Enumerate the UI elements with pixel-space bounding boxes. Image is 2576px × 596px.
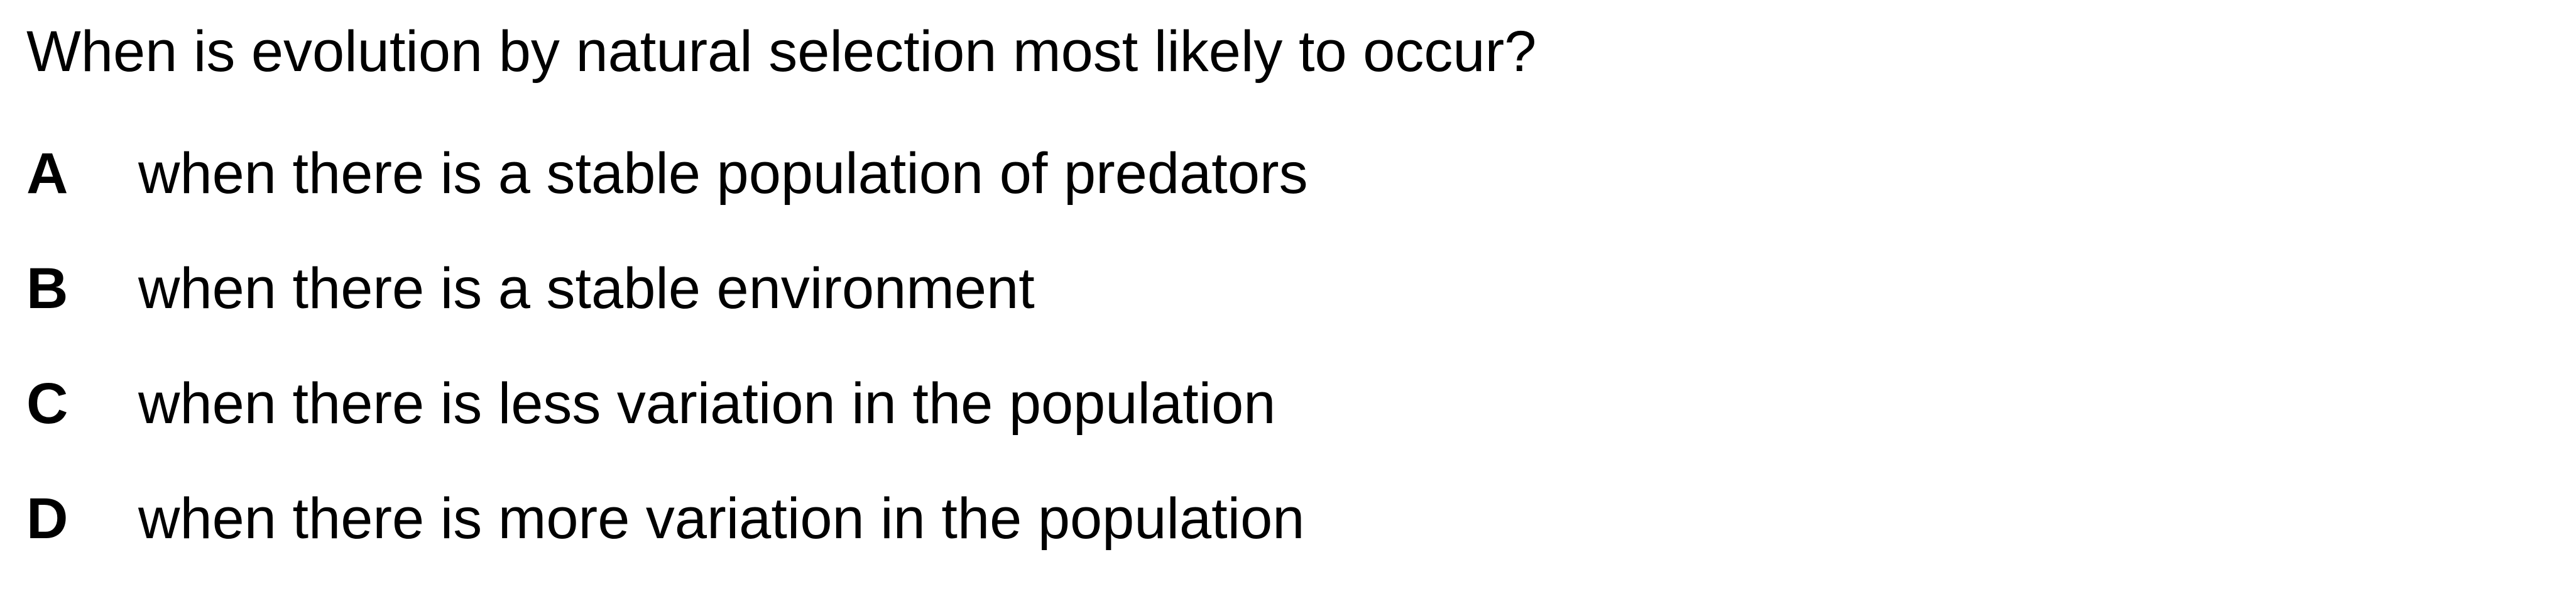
option-letter: A [26, 141, 68, 206]
option-letter: B [26, 257, 68, 321]
option-text: when there is a stable environment [138, 257, 1035, 321]
option-letter: D [26, 487, 68, 551]
option-text: when there is less variation in the popu… [138, 372, 1276, 436]
option-letter: C [26, 372, 68, 436]
question-text: When is evolution by natural selection m… [26, 19, 1537, 84]
option-text: when there is a stable population of pre… [138, 141, 1308, 206]
option-text: when there is more variation in the popu… [138, 487, 1305, 551]
